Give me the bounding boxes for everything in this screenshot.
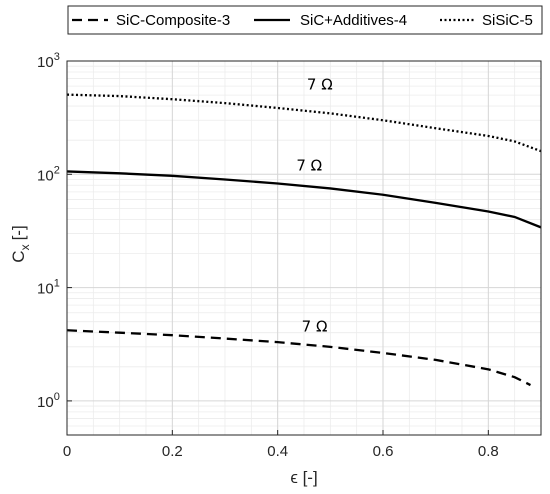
minor-gridlines: [67, 61, 541, 435]
y-tick-label: 102: [37, 164, 60, 184]
x-axis-label: ϵ [-]: [290, 468, 317, 487]
x-tick-labels: 0 0.2 0.4 0.6 0.8: [63, 443, 499, 460]
series-line-sisic-5: [66, 93, 542, 153]
annotation-label: 7 Ω: [307, 76, 333, 94]
x-tick-label: 0: [63, 443, 71, 460]
annotation-label: 7 Ω: [302, 317, 328, 335]
legend-label: SiSiC-5: [482, 12, 533, 29]
annotations: 7 Ω 7 Ω 7 Ω: [296, 76, 332, 336]
y-axis-label: Cx[-]: [9, 225, 32, 262]
y-tick-label: 100: [37, 391, 60, 411]
y-tick-labels: 100 101 102 103: [37, 51, 60, 411]
legend: SiC-Composite-3 SiC+Additives-4 SiSiC-5: [67, 5, 543, 35]
y-tick-label: 103: [37, 51, 60, 71]
x-tick-label: 0.4: [267, 443, 288, 460]
legend-label: SiC-Composite-3: [116, 12, 230, 29]
x-tick-label: 0.8: [478, 443, 499, 460]
x-tick-label: 0.6: [373, 443, 394, 460]
y-tick-label: 101: [37, 278, 60, 298]
plot-area-border: [66, 60, 542, 436]
axis-ticks: [66, 60, 489, 435]
x-tick-label: 0.2: [162, 443, 183, 460]
series-line-sic-composite-3: [66, 329, 531, 387]
series-line-sic-additives-4: [66, 170, 542, 229]
series-layer: [66, 93, 542, 387]
annotation-label: 7 Ω: [296, 157, 322, 175]
legend-label: SiC+Additives-4: [300, 12, 407, 29]
